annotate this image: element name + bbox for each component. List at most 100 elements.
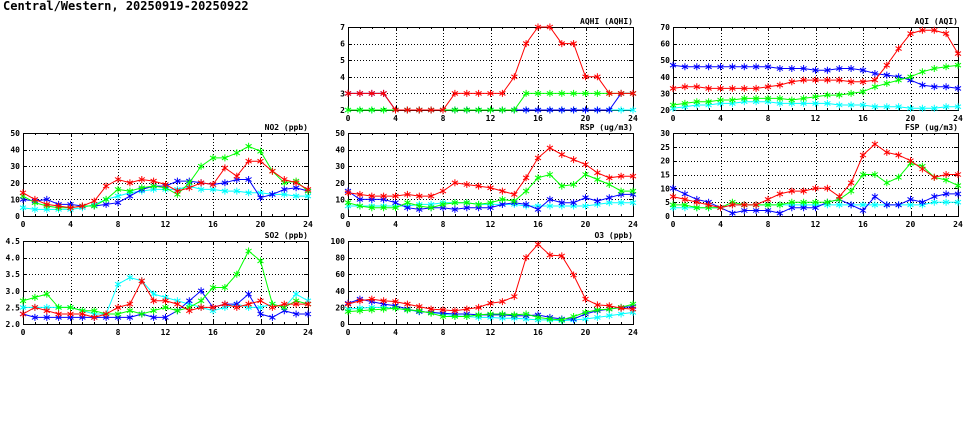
data-point bbox=[617, 106, 625, 114]
data-point bbox=[245, 142, 252, 150]
data-point bbox=[209, 284, 217, 291]
data-point bbox=[931, 193, 938, 201]
data-point bbox=[883, 103, 891, 111]
data-point bbox=[717, 63, 724, 71]
data-point bbox=[776, 94, 784, 102]
y-tick-label: 50 bbox=[10, 129, 20, 138]
data-point bbox=[931, 104, 938, 112]
x-tick-label: 16 bbox=[533, 220, 543, 229]
data-point bbox=[451, 106, 459, 114]
data-point bbox=[847, 101, 855, 109]
y-tick-label: 80 bbox=[335, 254, 345, 263]
data-point bbox=[368, 192, 376, 200]
data-point bbox=[907, 30, 914, 38]
y-tick-label: 10 bbox=[10, 195, 20, 204]
data-point bbox=[522, 200, 530, 208]
y-tick-label: 0 bbox=[665, 212, 670, 221]
chart-title: RSP (ug/m3) bbox=[580, 123, 633, 132]
data-point bbox=[150, 313, 157, 321]
data-point bbox=[499, 298, 506, 306]
data-point bbox=[919, 81, 926, 89]
data-point bbox=[416, 106, 423, 114]
data-point bbox=[43, 313, 51, 321]
data-point bbox=[764, 94, 772, 102]
x-tick-label: 8 bbox=[441, 328, 446, 337]
y-tick-label: 50 bbox=[660, 56, 670, 65]
data-point bbox=[776, 65, 784, 72]
data-point bbox=[606, 194, 613, 202]
data-point bbox=[43, 200, 51, 208]
data-point bbox=[741, 63, 748, 71]
data-point bbox=[150, 297, 157, 305]
data-point bbox=[534, 154, 542, 162]
data-point bbox=[416, 303, 423, 311]
data-point bbox=[669, 184, 677, 192]
data-point bbox=[629, 187, 637, 195]
fsp-chart: 0 5 10 15 20 25 30 0 4 8 12 16 20 24 FSP (ug/m3) bbox=[660, 123, 963, 229]
data-point bbox=[741, 84, 748, 92]
data-point bbox=[174, 187, 181, 195]
data-point bbox=[392, 192, 399, 200]
data-point bbox=[859, 66, 867, 74]
data-point bbox=[197, 297, 205, 305]
data-point bbox=[499, 106, 506, 114]
data-point bbox=[582, 194, 589, 202]
data-point bbox=[126, 307, 134, 315]
x-tick-label: 0 bbox=[671, 114, 676, 123]
rsp-chart: 0 10 20 30 40 50 0 4 8 12 16 20 24 RSP (ug/m3) bbox=[335, 123, 638, 229]
data-point bbox=[138, 176, 146, 183]
data-point bbox=[487, 184, 494, 192]
data-point bbox=[546, 251, 554, 259]
data-point bbox=[404, 199, 411, 207]
x-tick-label: 20 bbox=[581, 220, 591, 229]
data-point bbox=[558, 199, 566, 207]
data-point bbox=[451, 205, 459, 213]
data-point bbox=[570, 181, 577, 188]
series-line bbox=[22, 145, 309, 209]
data-point bbox=[570, 156, 577, 164]
data-point bbox=[19, 189, 27, 197]
data-point bbox=[594, 73, 601, 81]
data-point bbox=[776, 81, 784, 89]
y-tick-label: 20 bbox=[335, 179, 345, 188]
x-tick-label: 20 bbox=[906, 220, 916, 229]
data-point bbox=[617, 89, 625, 97]
data-point bbox=[859, 101, 867, 109]
data-point bbox=[954, 103, 962, 111]
data-point bbox=[582, 161, 589, 168]
data-point bbox=[907, 73, 914, 81]
data-point bbox=[534, 313, 542, 321]
data-point bbox=[91, 197, 98, 205]
data-point bbox=[511, 293, 518, 301]
data-point bbox=[31, 313, 39, 321]
data-point bbox=[729, 84, 736, 92]
data-point bbox=[606, 106, 613, 114]
data-point bbox=[197, 287, 205, 295]
data-point bbox=[717, 96, 724, 104]
data-point bbox=[463, 89, 471, 97]
chart-title: AQHI (AQHI) bbox=[580, 17, 633, 26]
data-point bbox=[606, 312, 613, 320]
data-point bbox=[800, 76, 807, 84]
data-point bbox=[931, 26, 938, 34]
data-point bbox=[629, 305, 637, 313]
data-point bbox=[824, 66, 831, 74]
data-point bbox=[368, 89, 376, 97]
data-point bbox=[859, 171, 867, 178]
data-point bbox=[681, 195, 689, 203]
data-point bbox=[439, 306, 447, 314]
data-point bbox=[942, 83, 950, 91]
x-tick-label: 24 bbox=[953, 220, 963, 229]
data-point bbox=[356, 190, 364, 198]
y-tick-label: 100 bbox=[331, 237, 346, 246]
data-point bbox=[416, 202, 423, 210]
data-point bbox=[233, 149, 241, 157]
data-point bbox=[859, 207, 867, 214]
data-point bbox=[836, 91, 843, 99]
data-point bbox=[871, 201, 879, 209]
data-series bbox=[19, 142, 312, 212]
data-point bbox=[162, 181, 169, 188]
data-point bbox=[463, 181, 471, 188]
x-tick-label: 4 bbox=[718, 220, 723, 229]
data-point bbox=[392, 204, 399, 212]
